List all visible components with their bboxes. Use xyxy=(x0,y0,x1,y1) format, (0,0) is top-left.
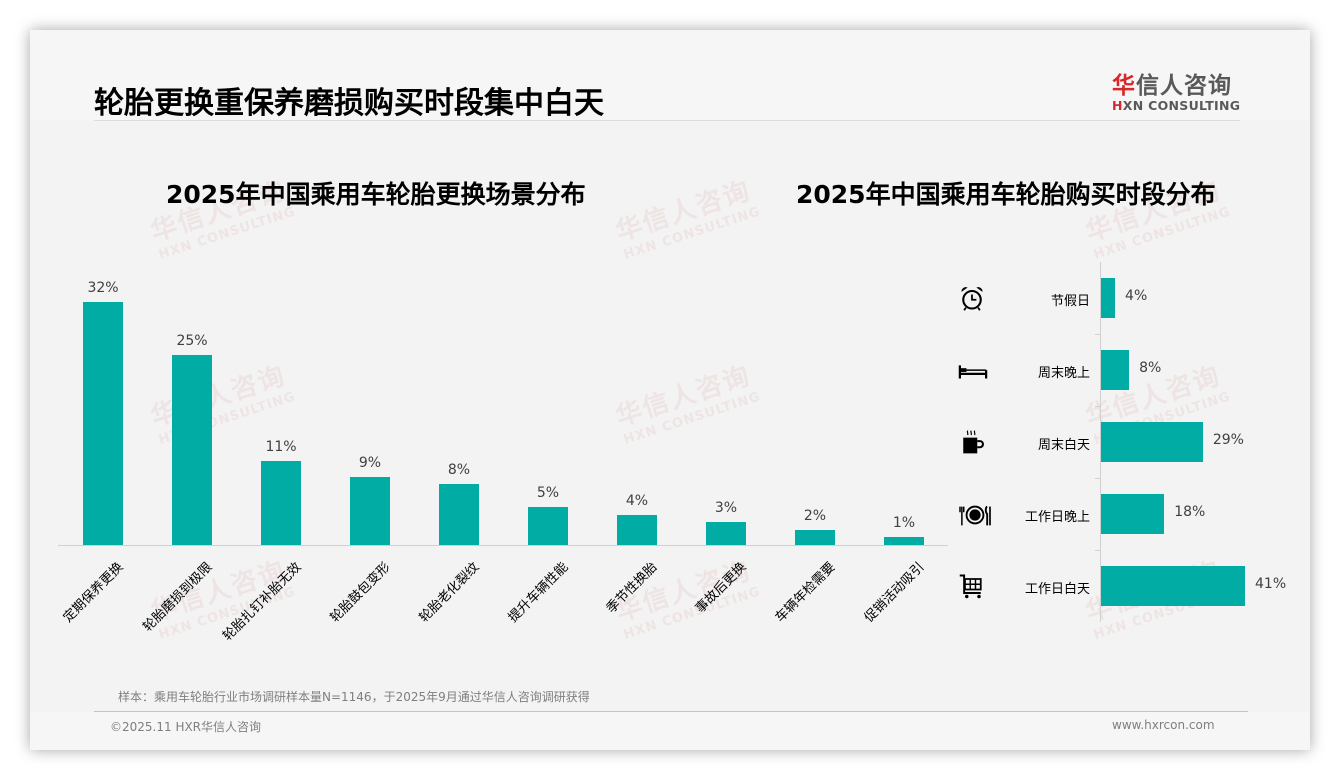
right-chart-title: 2025年中国乘用车轮胎购买时段分布 xyxy=(796,180,1216,209)
plate-cutlery-icon xyxy=(958,500,991,532)
category-label: 事故后更换 xyxy=(692,559,750,617)
bar xyxy=(528,507,568,545)
bar xyxy=(1101,350,1130,390)
bar xyxy=(1101,494,1165,534)
axis-tick xyxy=(1095,406,1100,407)
bar xyxy=(83,302,123,545)
footer-band xyxy=(30,712,1310,750)
bar-value-label: 32% xyxy=(87,280,119,296)
y-axis-line xyxy=(1100,262,1101,622)
bar xyxy=(1101,422,1203,462)
bar xyxy=(1101,278,1116,318)
bar-value-label: 3% xyxy=(714,500,738,517)
website-link[interactable]: www.hxrcon.com xyxy=(1112,718,1215,732)
category-label: 促销活动吸引 xyxy=(861,559,928,626)
left-chart-title: 2025年中国乘用车轮胎更换场景分布 xyxy=(166,180,586,209)
shopping-cart-icon xyxy=(958,572,990,604)
category-label: 提升车辆性能 xyxy=(505,559,572,626)
category-label: 工作日晚上 xyxy=(1024,510,1090,525)
alarm-clock-icon xyxy=(958,284,990,316)
bar-value-label: 4% xyxy=(625,492,649,509)
copyright: ©2025.11 HXR华信人咨询 xyxy=(110,720,262,734)
bed-icon xyxy=(958,356,990,388)
logo-cn: 华信人咨询 xyxy=(1112,73,1232,99)
slide: 轮胎更换重保养磨损购买时段集中白天 华信人咨询 HXN CONSULTING 华… xyxy=(30,30,1310,750)
bar xyxy=(350,476,390,545)
bar xyxy=(261,461,301,545)
sample-note: 样本：乘用车轮胎行业市场调研样本量N=1146，于2025年9月通过华信人咨询调… xyxy=(118,690,590,704)
category-label: 定期保养更换 xyxy=(60,559,127,626)
coffee-cup-icon xyxy=(958,428,990,460)
category-label: 轮胎扎钉补胎无效 xyxy=(220,559,305,644)
axis-tick xyxy=(1095,550,1100,551)
category-label: 周末晚上 xyxy=(1037,366,1090,381)
title-divider xyxy=(94,120,1240,121)
replacement-scenario-bar-chart: 32% 定期保养更换 25% 轮胎磨损到极限 11% 轮胎扎钉补胎无效 9% 轮胎鼓包变形 8%… xyxy=(58,270,978,670)
bar-value-label: 4% xyxy=(1125,288,1148,304)
bar xyxy=(617,514,657,545)
logo-en: HXN CONSULTING xyxy=(1112,98,1241,113)
footer-divider xyxy=(94,711,1248,712)
chart-row: 工作日晚上 18% xyxy=(950,478,1300,550)
bar-value-label: 9% xyxy=(358,454,382,471)
category-label: 周末白天 xyxy=(1037,438,1090,453)
bar-value-label: 2% xyxy=(803,507,827,524)
axis-tick xyxy=(1095,334,1100,335)
bar-value-label: 1% xyxy=(892,515,916,532)
chart-row: 工作日白天 41% xyxy=(950,550,1300,622)
bar-value-label: 8% xyxy=(1139,360,1162,376)
bar xyxy=(884,537,924,545)
purchase-time-bar-chart: 节假日 4% 周末晚上 8% 周末白天 29% 工作日晚上 18% 工作日白天 41% xyxy=(950,262,1300,632)
header-band xyxy=(30,30,1310,120)
bar xyxy=(706,522,746,545)
category-label: 轮胎老化裂纹 xyxy=(416,559,483,626)
category-label: 轮胎磨损到极限 xyxy=(140,559,216,635)
bar-value-label: 18% xyxy=(1174,504,1206,520)
bar xyxy=(439,484,479,545)
bar-value-label: 8% xyxy=(447,462,471,479)
bar-value-label: 29% xyxy=(1212,432,1244,448)
axis-tick xyxy=(1095,478,1100,479)
bar xyxy=(1101,566,1245,606)
brand-logo: 华信人咨询 HXN CONSULTING xyxy=(1112,66,1252,113)
category-label: 轮胎鼓包变形 xyxy=(327,559,394,626)
bar-value-label: 41% xyxy=(1255,576,1287,592)
page-title: 轮胎更换重保养磨损购买时段集中白天 xyxy=(94,86,604,121)
category-label: 工作日白天 xyxy=(1024,582,1090,597)
x-axis-line xyxy=(58,545,948,546)
category-label: 节假日 xyxy=(1050,294,1090,309)
bar-value-label: 11% xyxy=(265,439,297,456)
chart-row: 节假日 4% xyxy=(950,262,1300,334)
chart-row: 周末晚上 8% xyxy=(950,334,1300,406)
category-label: 季节性换胎 xyxy=(603,559,661,617)
bar xyxy=(172,355,212,545)
bar-value-label: 25% xyxy=(176,333,208,350)
bar xyxy=(795,529,835,545)
bar-value-label: 5% xyxy=(536,485,560,502)
chart-row: 周末白天 29% xyxy=(950,406,1300,478)
category-label: 车辆年检需要 xyxy=(772,559,839,626)
